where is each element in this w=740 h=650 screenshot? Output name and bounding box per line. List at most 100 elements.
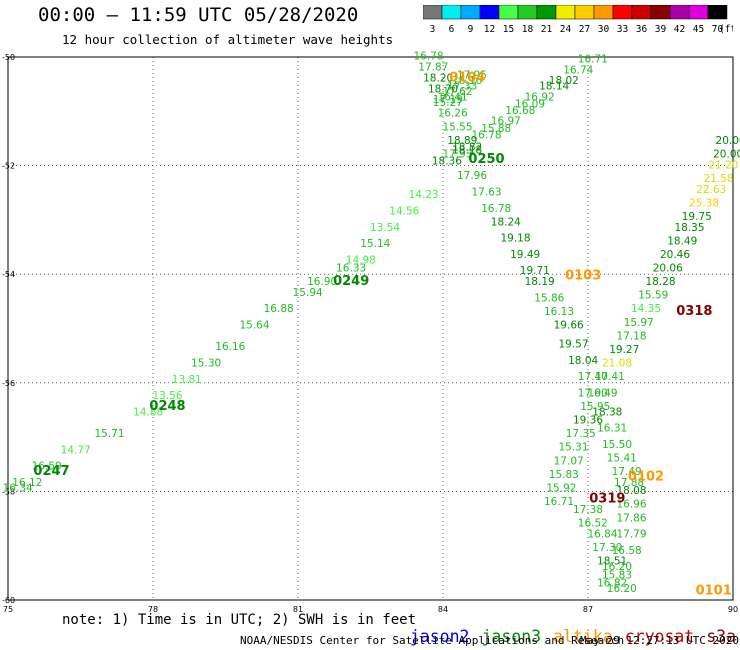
wave-height-label: 16.13	[544, 306, 574, 318]
wave-height-label: 17.07	[554, 455, 584, 467]
y-tick-label: -60	[2, 596, 15, 605]
wave-height-label: 17.88	[614, 477, 644, 489]
wave-height-label: 19.71	[520, 265, 550, 277]
color-scale-tick: 33	[617, 24, 628, 35]
track-time-label: 0318	[676, 304, 712, 319]
wave-height-label: 19.36	[573, 415, 603, 427]
color-scale-tick: 70	[712, 24, 724, 35]
wave-height-label: 17.93	[442, 148, 472, 160]
wave-height-label: 21.20	[708, 159, 738, 171]
wave-height-label: 17.63	[471, 186, 501, 198]
wave-height-label: 20.06	[653, 262, 683, 274]
color-scale-tick: 9	[468, 24, 474, 35]
wave-height-label: 15.92	[546, 482, 576, 494]
color-scale-unit: (ft)	[719, 24, 733, 35]
wave-height-label: 18.38	[592, 406, 622, 418]
x-tick-label: 90	[728, 605, 738, 614]
wave-height-label: 18.70	[428, 83, 458, 95]
x-tick-label: 75	[3, 605, 13, 614]
wave-height-label: 16.96	[616, 499, 646, 511]
wave-height-label: 18.35	[674, 222, 704, 234]
wave-height-label: 14.35	[631, 303, 661, 315]
legend-cryosat: cryosat	[624, 627, 695, 646]
x-tick-label: 78	[148, 605, 158, 614]
color-scale-tick: 12	[484, 24, 495, 35]
color-swatch	[707, 5, 728, 20]
x-tick-label: 84	[438, 605, 448, 614]
wave-height-label: 18.19	[525, 276, 555, 288]
color-scale-tick: 15	[503, 24, 514, 35]
color-scale-tick: 27	[579, 24, 590, 35]
wave-height-label: 17.79	[616, 529, 646, 541]
track-time-label: 0248	[149, 399, 185, 414]
track-time-label: 0250	[468, 152, 504, 167]
wave-height-label: 14.98	[346, 254, 376, 266]
wave-height-label: 16.49	[587, 387, 617, 399]
wave-height-label: 15.95	[580, 401, 610, 413]
wave-height-label: 16.59	[32, 461, 62, 473]
wave-height-label: 18.51	[597, 556, 627, 568]
track-time-label: 0319	[589, 491, 625, 506]
legend-jason3: jason3	[481, 627, 542, 646]
wave-height-label: 17.38	[573, 504, 603, 516]
color-scale-tick: 3	[430, 24, 436, 35]
wave-height-label: 16.82	[597, 577, 627, 589]
wave-height-label: 16.68	[505, 105, 535, 117]
y-tick-label: -54	[2, 270, 15, 279]
wave-height-label: 16.20	[607, 583, 637, 595]
wave-height-label: 17.41	[595, 371, 625, 383]
wave-height-label: 15.50	[602, 439, 632, 451]
wave-height-label: 16.31	[597, 423, 627, 435]
wave-height-label: 16.09	[515, 98, 545, 110]
wave-height-label: 13.81	[172, 374, 202, 386]
wave-height-label: 16.34	[3, 482, 33, 494]
wave-height-label: 15.31	[558, 442, 588, 454]
color-scale-tick: 39	[655, 24, 667, 35]
y-tick-label: -58	[2, 487, 15, 496]
wave-height-label: 16.88	[264, 303, 294, 315]
wave-height-label: 16.26	[438, 108, 468, 120]
generated-timestamp: May 29 12:27:13 UTC 2020	[580, 634, 739, 647]
wave-height-label: 16.41	[438, 91, 468, 103]
wave-height-label: 20.00	[713, 148, 740, 160]
legend-jason2: jason2	[409, 627, 470, 646]
wave-height-label: 15.86	[534, 292, 564, 304]
wave-height-label: 17.35	[566, 428, 596, 440]
wave-height-label: 15.83	[549, 469, 579, 481]
wave-height-label: 20.00	[716, 135, 740, 147]
track-time-label: 0101	[696, 584, 732, 599]
wave-height-label: 17.18	[616, 330, 646, 342]
wave-height-label: 15.41	[607, 453, 637, 465]
wave-height-label: 19.18	[500, 233, 530, 245]
wave-height-label: 15.71	[94, 428, 124, 440]
wave-height-label: 17.40	[578, 371, 608, 383]
track-time-label: 0102	[628, 470, 664, 485]
color-scale-tick: 42	[674, 24, 685, 35]
wave-height-label: 16.78	[471, 129, 501, 141]
track-time-label: 0247	[33, 464, 69, 479]
wave-height-label: 16.84	[587, 529, 617, 541]
color-scale-tick: 18	[522, 24, 534, 35]
wave-height-label: 18.89	[447, 135, 477, 147]
wave-height-label: 17.86	[616, 512, 646, 524]
wave-height-label: 14.88	[133, 406, 163, 418]
wave-height-label: 18.36	[432, 156, 462, 168]
track-time-label: 0104	[449, 70, 485, 85]
wave-height-label: 15.27	[433, 97, 463, 109]
wave-height-label: 18.08	[616, 485, 646, 497]
plot-frame	[7, 56, 734, 601]
wave-height-label: 16.78	[413, 51, 443, 63]
wave-height-label: 16.52	[578, 518, 608, 530]
wave-height-label: 16.20	[602, 561, 632, 573]
wave-height-label: 17.90	[578, 387, 608, 399]
wave-height-label: 19.57	[558, 339, 588, 351]
wave-height-label: 17.30	[592, 542, 622, 554]
wave-height-label: 18.14	[539, 81, 569, 93]
color-scale-tick: 45	[693, 24, 704, 35]
wave-height-label: 15.83	[602, 569, 632, 581]
wave-height-label: 15.14	[360, 238, 390, 250]
color-scale-tick: 30	[598, 24, 610, 35]
wave-height-label: 17.96	[457, 170, 487, 182]
wave-height-label: 17.33	[447, 81, 477, 93]
